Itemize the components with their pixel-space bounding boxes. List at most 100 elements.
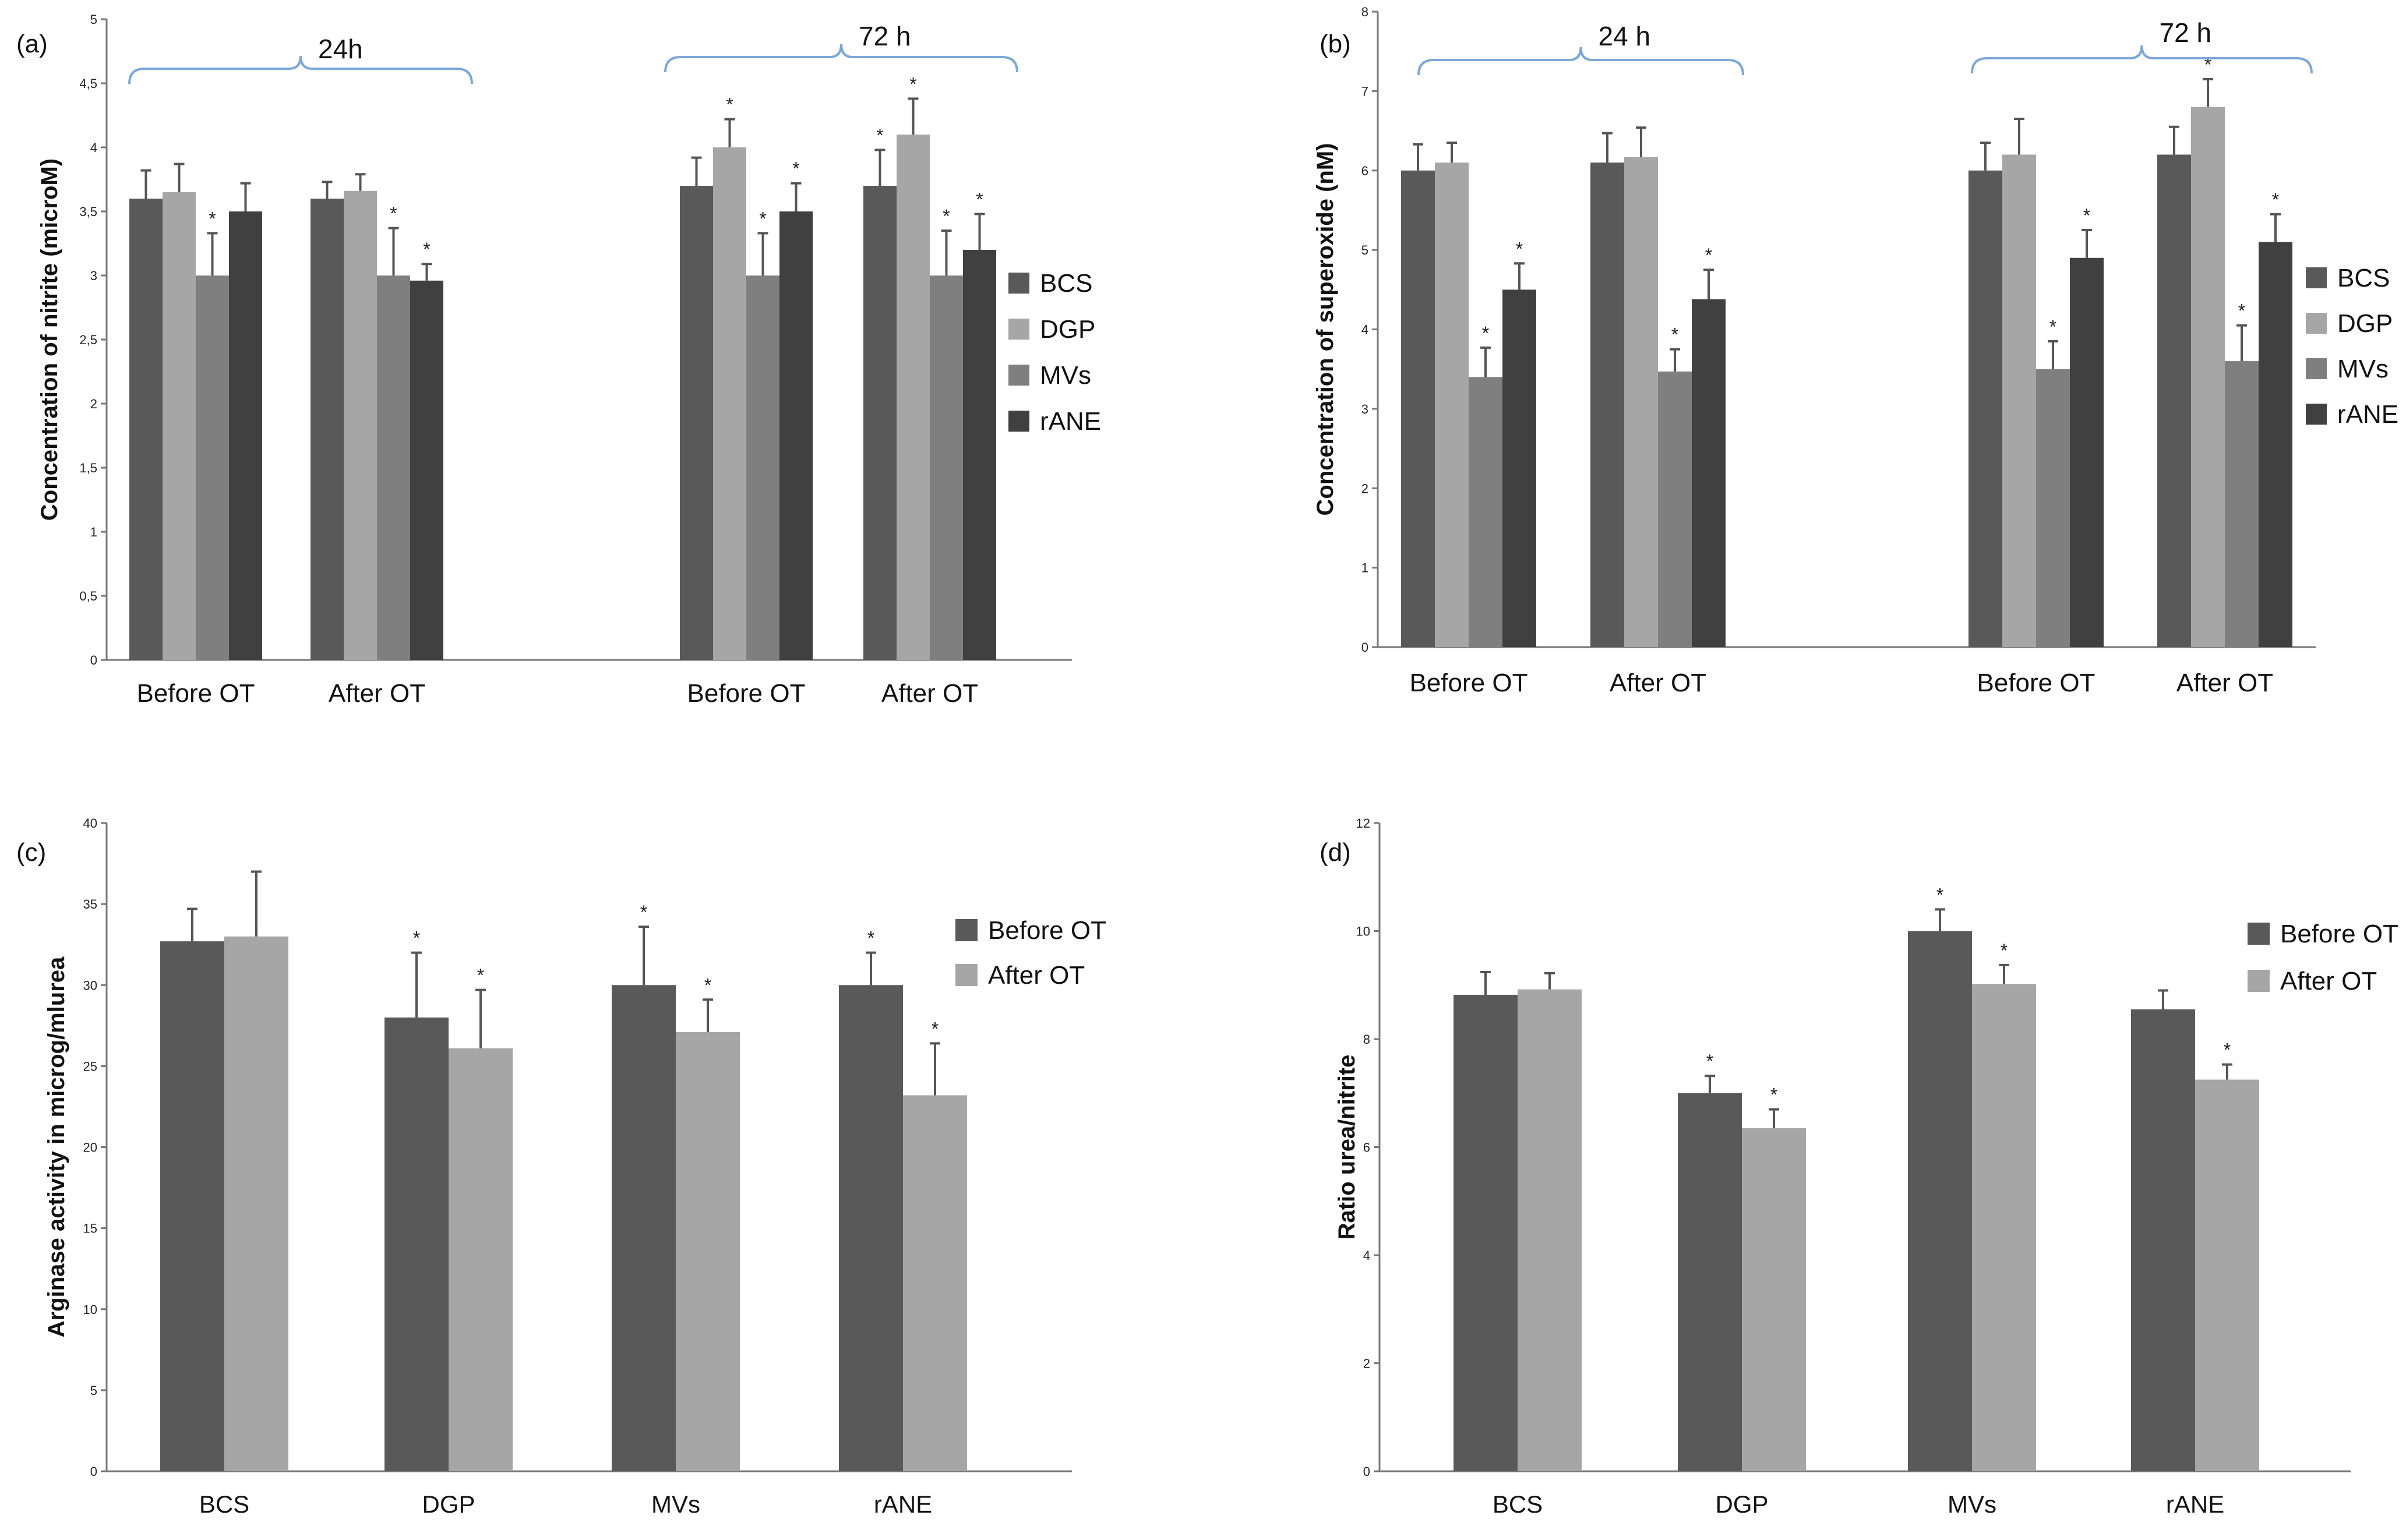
significance-star: *: [1482, 323, 1489, 344]
y-tick-label: 4,5: [79, 76, 97, 91]
bar: [1658, 371, 1692, 647]
y-tick-label: 1: [1361, 561, 1368, 575]
y-tick-label: 2,5: [79, 333, 97, 347]
significance-star: *: [1770, 1085, 1777, 1105]
legend-label: MVs: [2337, 355, 2389, 383]
chart-panel: (b) 0 1 2 3 4 5 6 7 8 Concentration of superoxide …: [1313, 5, 2398, 697]
category-label: DGP: [422, 1490, 475, 1518]
bar: [377, 275, 410, 660]
y-axis-label: Concentration of superoxide (nM): [1313, 143, 1338, 516]
bar: [1590, 163, 1624, 647]
legend-swatch: [955, 919, 978, 941]
significance-star: *: [209, 208, 216, 229]
bar: [160, 941, 224, 1471]
brace-label: 24h: [318, 34, 363, 64]
significance-star: *: [413, 928, 420, 949]
legend-swatch: [1008, 319, 1029, 340]
panel-letter: (a): [16, 30, 48, 58]
legend-swatch: [2306, 358, 2327, 379]
category-label: MVs: [1948, 1490, 1996, 1518]
bar: [930, 275, 963, 660]
legend-swatch: [1008, 411, 1029, 432]
legend-swatch: [955, 964, 978, 986]
panel-letter: (b): [1320, 30, 1351, 58]
category-label: Before OT: [1977, 669, 2095, 697]
category-label: rANE: [2166, 1490, 2224, 1518]
significance-star: *: [1936, 884, 1943, 905]
category-label: After OT: [1610, 669, 1706, 697]
bar: [680, 186, 713, 660]
bar: [903, 1095, 967, 1471]
bar: [163, 192, 196, 660]
category-label: BCS: [199, 1490, 249, 1518]
category-label: MVs: [651, 1490, 700, 1518]
bar: [1678, 1093, 1742, 1471]
category-label: Before OT: [687, 679, 806, 708]
significance-star: *: [792, 158, 799, 179]
legend-label: Before OT: [2280, 920, 2398, 948]
bar: [1624, 157, 1658, 647]
y-tick-label: 4: [1361, 323, 1368, 337]
y-tick-label: 40: [83, 816, 97, 831]
y-tick-label: 4: [1363, 1248, 1370, 1263]
panel-letter: (c): [16, 838, 46, 867]
category-label: After OT: [2176, 669, 2273, 697]
bar: [2157, 154, 2191, 648]
significance-star: *: [1705, 245, 1712, 266]
significance-star: *: [2083, 205, 2090, 226]
y-tick-label: 2: [1361, 481, 1368, 496]
bar: [1692, 299, 1726, 647]
bar: [863, 186, 897, 660]
significance-star: *: [477, 965, 484, 986]
time-brace: [128, 55, 473, 84]
category-label: After OT: [329, 679, 425, 708]
y-tick-label: 0: [90, 1464, 97, 1479]
y-tick-label: 5: [90, 12, 97, 27]
bar: [612, 985, 676, 1471]
brace-label: 24 h: [1599, 21, 1651, 51]
bar: [2070, 257, 2104, 647]
y-tick-label: 0: [90, 653, 97, 667]
y-tick-label: 0,5: [79, 589, 97, 603]
bar: [2195, 1079, 2259, 1471]
bar: [1908, 931, 1972, 1471]
y-tick-label: 3,5: [79, 204, 97, 219]
significance-star: *: [976, 189, 983, 210]
bar: [2002, 154, 2036, 648]
y-tick-label: 30: [83, 978, 97, 992]
time-brace: [664, 44, 1018, 73]
legend-label: After OT: [988, 961, 1085, 990]
bar: [1742, 1128, 1806, 1471]
significance-star: *: [390, 203, 397, 224]
chart-panel: (a) 0 0,5 1 1,5 2 2,5 3 3,5 4 4,5 5 Concentration of…: [16, 12, 1101, 708]
category-label: DGP: [1715, 1490, 1768, 1518]
bar: [196, 275, 229, 660]
legend-label: DGP: [2337, 309, 2393, 338]
significance-star: *: [867, 928, 874, 949]
legend-label: MVs: [1040, 361, 1091, 390]
y-tick-label: 10: [1356, 924, 1370, 939]
significance-star: *: [1706, 1051, 1713, 1072]
legend-swatch: [2306, 313, 2327, 334]
legend-swatch: [1008, 365, 1029, 386]
y-axis-label: Arginase activity in microg/mlurea: [44, 956, 69, 1337]
bar: [2191, 107, 2225, 647]
significance-star: *: [2049, 316, 2056, 337]
bar: [311, 199, 344, 660]
y-tick-label: 8: [1363, 1032, 1370, 1047]
y-tick-label: 5: [90, 1383, 97, 1398]
bar: [1502, 289, 1536, 647]
significance-star: *: [2238, 301, 2245, 322]
significance-star: *: [1516, 238, 1523, 259]
significance-star: *: [640, 902, 647, 923]
legend-swatch: [2248, 923, 2270, 945]
legend-swatch: [2306, 267, 2327, 288]
time-brace: [1971, 45, 2313, 74]
legend-label: Before OT: [988, 916, 1106, 945]
bar: [1454, 994, 1518, 1471]
bar: [1469, 377, 1502, 647]
y-tick-label: 0: [1361, 640, 1368, 655]
legend-swatch: [2248, 970, 2270, 992]
y-tick-label: 5: [1361, 243, 1368, 257]
